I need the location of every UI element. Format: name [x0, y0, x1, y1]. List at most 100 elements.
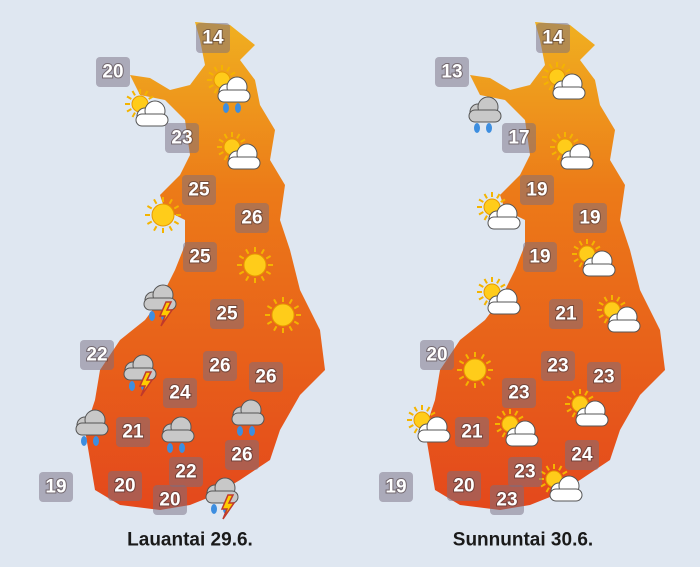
- rain-drop: [167, 443, 173, 453]
- temperature: 22: [86, 345, 107, 366]
- sun-ray: [148, 95, 154, 100]
- sun-ray: [223, 133, 228, 139]
- sun-ray: [543, 81, 549, 86]
- sun-ray: [266, 305, 273, 310]
- temperature-box: [573, 203, 607, 233]
- sun-ray: [208, 84, 214, 89]
- sun-ray: [561, 63, 566, 69]
- cloud: [560, 156, 594, 170]
- sun-ray: [603, 296, 608, 302]
- rain-drop: [235, 103, 241, 113]
- sun: [151, 203, 175, 227]
- cloud: [143, 297, 177, 311]
- sun-ray: [245, 275, 250, 282]
- temperature: 25: [189, 247, 211, 268]
- sun-ray: [483, 215, 488, 221]
- sun-ray: [598, 301, 604, 306]
- sun-ray: [273, 325, 278, 332]
- sun-ray: [230, 71, 236, 76]
- temperature-box: [169, 457, 203, 487]
- temperature: 13: [441, 62, 462, 83]
- sun-ray: [458, 360, 465, 365]
- cloud: [135, 113, 169, 127]
- sun-ray: [458, 375, 465, 380]
- weather-icon: [207, 65, 251, 113]
- sun-ray: [293, 305, 300, 310]
- sun-ray: [153, 225, 158, 232]
- temperature-box: [435, 57, 469, 87]
- temperature: 23: [508, 383, 529, 404]
- sun-ray: [584, 390, 589, 396]
- temperature: 26: [231, 445, 252, 466]
- temperature-box: [116, 417, 150, 447]
- sun-ray: [266, 320, 273, 325]
- cloud: [161, 429, 195, 443]
- temperature: 20: [114, 476, 135, 497]
- weather-icon: [572, 239, 616, 277]
- weather-icon: [407, 405, 451, 443]
- sun-ray: [501, 410, 506, 416]
- sun-ray: [518, 415, 524, 420]
- sun-ray: [578, 240, 583, 246]
- weather-icon: [231, 399, 265, 436]
- cloud: [417, 429, 451, 443]
- sun-ray: [173, 205, 180, 210]
- rain-drop: [223, 103, 229, 113]
- sun-ray: [485, 375, 492, 380]
- sun-ray: [478, 296, 484, 301]
- sun-ray: [483, 300, 488, 306]
- cloud: [487, 216, 521, 230]
- sun-ray: [569, 133, 574, 139]
- temperature: 14: [202, 28, 224, 49]
- temperature: 24: [169, 383, 191, 404]
- rain-drop: [486, 123, 492, 133]
- sun-ray: [514, 410, 519, 416]
- rain-drop: [249, 426, 255, 436]
- weather-icon: [495, 409, 539, 447]
- sun-ray: [288, 325, 293, 332]
- sun-ray: [238, 270, 245, 275]
- sun-ray: [500, 198, 506, 203]
- temperature-box: [490, 485, 524, 515]
- weather-icon: [477, 192, 521, 230]
- sun-ray: [620, 301, 626, 306]
- sun-ray: [548, 85, 553, 91]
- sun-ray: [131, 90, 136, 96]
- sun: [243, 253, 267, 277]
- sun-ray: [126, 108, 132, 113]
- sun-ray: [478, 198, 484, 203]
- sun-ray: [408, 411, 414, 416]
- temperature: 26: [241, 208, 262, 229]
- sun-ray: [465, 353, 470, 360]
- sun-ray: [565, 68, 571, 73]
- temperature-box: [80, 340, 114, 370]
- temperature-box: [587, 362, 621, 392]
- sun-ray: [496, 415, 502, 420]
- temperature: 25: [188, 180, 210, 201]
- temperature-box: [420, 340, 454, 370]
- sun-ray: [595, 245, 601, 250]
- sun-ray: [236, 133, 241, 139]
- sun-ray: [545, 487, 550, 493]
- cloud: [582, 263, 616, 277]
- sun-ray: [573, 245, 579, 250]
- sun-ray: [483, 278, 488, 284]
- weather-icon: [477, 277, 521, 315]
- rain-drop: [237, 426, 243, 436]
- sun-ray: [500, 283, 506, 288]
- temperature-box: [108, 471, 142, 501]
- temperature-box: [520, 175, 554, 205]
- temperature-box: [225, 440, 259, 470]
- temperature: 23: [496, 490, 517, 511]
- temperature-box: [249, 362, 283, 392]
- sun-ray: [578, 262, 583, 268]
- sun-ray: [413, 406, 418, 412]
- sun-ray: [260, 275, 265, 282]
- temperature-box: [165, 123, 199, 153]
- map-caption: Sunnuntai 30.6.: [453, 530, 593, 551]
- sun-ray: [426, 406, 431, 412]
- cloud: [575, 413, 609, 427]
- cloud: [227, 156, 261, 170]
- cloud: [552, 86, 586, 100]
- weather-icon: [265, 297, 301, 333]
